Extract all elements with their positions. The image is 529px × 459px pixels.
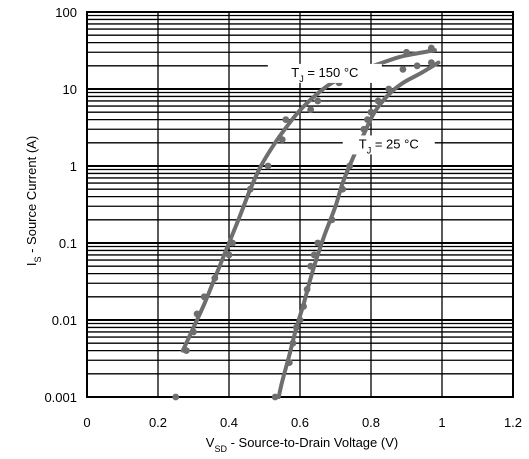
data-point	[172, 393, 180, 401]
data-point	[183, 347, 190, 355]
data-point	[385, 85, 393, 93]
data-point	[360, 125, 368, 133]
data-point	[278, 136, 286, 144]
data-point	[403, 48, 410, 56]
data-point	[427, 59, 435, 67]
data-point	[229, 239, 236, 247]
series-line-tj-25	[276, 60, 441, 399]
data-point	[310, 251, 318, 259]
data-point	[285, 359, 293, 366]
data-point	[413, 62, 421, 70]
data-point	[289, 339, 297, 347]
tick-labels: 0 0.2 0.4 0.6 0.8 1 1.2 0.001 0.01 0.1 1 10 100	[44, 5, 522, 430]
x-tick-label: 1.2	[504, 415, 522, 430]
y-tick-label: 10	[63, 82, 77, 97]
x-tick-label: 0.8	[362, 415, 380, 430]
series-annotations: TJ = 150 °C TJ = 25 °C	[267, 63, 435, 155]
data-point	[200, 293, 208, 301]
label-tj-25-bg	[342, 135, 435, 155]
data-series	[172, 44, 441, 401]
data-point	[293, 324, 300, 331]
data-point	[427, 44, 435, 52]
label-tj-25: TJ = 25 °C	[359, 136, 419, 155]
data-point	[282, 116, 290, 124]
y-axis-title: IS - Source Current (A)	[24, 136, 43, 266]
data-point	[399, 65, 407, 73]
data-point	[271, 393, 279, 401]
data-point	[246, 185, 254, 193]
data-point	[374, 97, 382, 105]
x-tick-label: 1	[438, 415, 445, 430]
x-tick-label: 0.4	[220, 415, 238, 430]
data-point	[346, 162, 354, 170]
x-tick-label: 0.2	[149, 415, 167, 430]
data-point	[307, 106, 315, 114]
y-tick-label: 0.001	[44, 390, 77, 405]
data-point	[225, 251, 233, 259]
x-tick-label: 0.6	[291, 415, 309, 430]
y-tick-label: 100	[55, 5, 77, 20]
data-point	[193, 310, 201, 318]
data-point	[364, 116, 371, 124]
label-tj-150-bg	[267, 63, 382, 83]
data-point	[314, 239, 322, 247]
plot-frame	[86, 11, 514, 398]
data-point	[264, 162, 272, 170]
data-point	[190, 328, 197, 336]
data-point	[339, 185, 346, 193]
data-point	[296, 316, 304, 324]
label-tj-150: TJ = 150 °C	[291, 65, 358, 84]
data-point	[307, 262, 315, 270]
y-tick-label: 0.01	[52, 313, 77, 328]
data-point	[211, 274, 219, 282]
y-tick-label: 1	[70, 159, 77, 174]
data-point	[328, 216, 336, 224]
data-point	[303, 285, 311, 293]
data-point	[300, 303, 307, 310]
data-point	[314, 97, 322, 105]
x-tick-label: 0	[83, 415, 90, 430]
y-tick-label: 0.1	[59, 236, 77, 251]
x-axis-title: VSD - Source-to-Drain Voltage (V)	[206, 435, 398, 454]
data-point	[367, 108, 375, 116]
grid	[86, 11, 514, 398]
